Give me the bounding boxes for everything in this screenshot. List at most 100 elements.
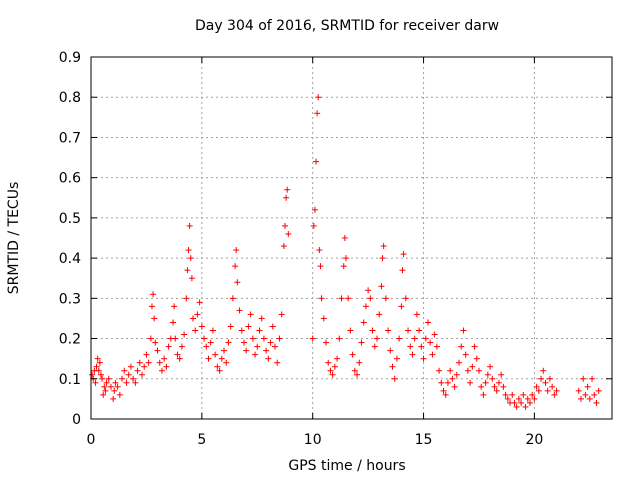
data-point	[502, 391, 509, 398]
data-point	[442, 391, 449, 398]
data-point	[336, 335, 343, 342]
data-point	[315, 94, 322, 101]
data-point	[147, 335, 154, 342]
data-point	[274, 359, 281, 366]
data-point	[172, 335, 179, 342]
x-tick-label: 20	[525, 432, 543, 448]
data-point	[154, 347, 161, 354]
data-point	[254, 343, 261, 350]
data-point	[263, 347, 270, 354]
data-point	[487, 363, 494, 370]
data-points	[89, 94, 602, 410]
data-point	[265, 355, 272, 362]
data-point	[285, 230, 292, 237]
data-point	[373, 335, 380, 342]
data-point	[138, 371, 145, 378]
data-point	[111, 387, 118, 394]
data-point	[551, 391, 558, 398]
data-point	[524, 395, 531, 402]
data-point	[334, 355, 341, 362]
data-point	[221, 347, 228, 354]
data-point	[387, 347, 394, 354]
data-point	[331, 363, 338, 370]
data-point	[209, 327, 216, 334]
data-point	[358, 339, 365, 346]
data-point	[542, 379, 549, 386]
data-point	[511, 399, 518, 406]
data-point	[136, 359, 143, 366]
data-point	[535, 387, 542, 394]
data-point	[269, 323, 276, 330]
data-point	[223, 359, 230, 366]
data-point	[143, 351, 150, 358]
data-point	[236, 307, 243, 314]
data-point	[150, 291, 157, 298]
data-point	[97, 371, 104, 378]
data-point	[127, 363, 134, 370]
data-point	[356, 359, 363, 366]
data-point	[396, 335, 403, 342]
data-point	[338, 295, 345, 302]
data-point	[174, 351, 181, 358]
data-point	[148, 303, 155, 310]
data-point	[198, 323, 205, 330]
data-point	[310, 222, 317, 229]
data-point	[538, 375, 545, 382]
data-point	[329, 371, 336, 378]
data-point	[586, 395, 593, 402]
data-point	[440, 387, 447, 394]
data-point	[152, 339, 159, 346]
data-point	[96, 359, 103, 366]
y-tick-label: 0.1	[59, 372, 81, 388]
data-point	[272, 343, 279, 350]
y-tick-label: 0.9	[59, 50, 81, 66]
data-point	[252, 351, 259, 358]
data-point	[526, 399, 533, 406]
data-point	[478, 383, 485, 390]
data-point	[93, 363, 100, 370]
data-point	[518, 399, 525, 406]
data-point	[431, 331, 438, 338]
data-point	[595, 387, 602, 394]
data-point	[216, 367, 223, 374]
data-point	[400, 251, 407, 258]
data-point	[105, 375, 112, 382]
data-point	[284, 186, 291, 193]
data-point	[181, 331, 188, 338]
data-point	[444, 379, 451, 386]
data-point	[243, 347, 250, 354]
x-tick-label: 0	[87, 432, 96, 448]
data-point	[546, 375, 553, 382]
data-point	[207, 339, 214, 346]
data-point	[407, 343, 414, 350]
data-point	[311, 206, 318, 213]
data-point	[316, 247, 323, 254]
data-point	[258, 315, 265, 322]
data-point	[276, 335, 283, 342]
data-point	[416, 327, 423, 334]
data-point	[100, 391, 107, 398]
data-point	[349, 351, 356, 358]
data-point	[347, 327, 354, 334]
data-point	[238, 327, 245, 334]
data-point	[183, 295, 190, 302]
data-point	[170, 319, 177, 326]
data-point	[186, 222, 193, 229]
data-point	[544, 387, 551, 394]
data-point	[245, 323, 252, 330]
data-point	[380, 243, 387, 250]
data-point	[489, 375, 496, 382]
data-point	[99, 375, 106, 382]
data-point	[121, 367, 128, 374]
data-point	[110, 395, 117, 402]
data-point	[529, 391, 536, 398]
data-point	[449, 375, 456, 382]
data-point	[323, 339, 330, 346]
data-point	[549, 383, 556, 390]
data-point	[378, 283, 385, 290]
data-point	[367, 295, 374, 302]
data-point	[491, 383, 498, 390]
data-point	[411, 335, 418, 342]
data-point	[185, 247, 192, 254]
data-point	[515, 395, 522, 402]
